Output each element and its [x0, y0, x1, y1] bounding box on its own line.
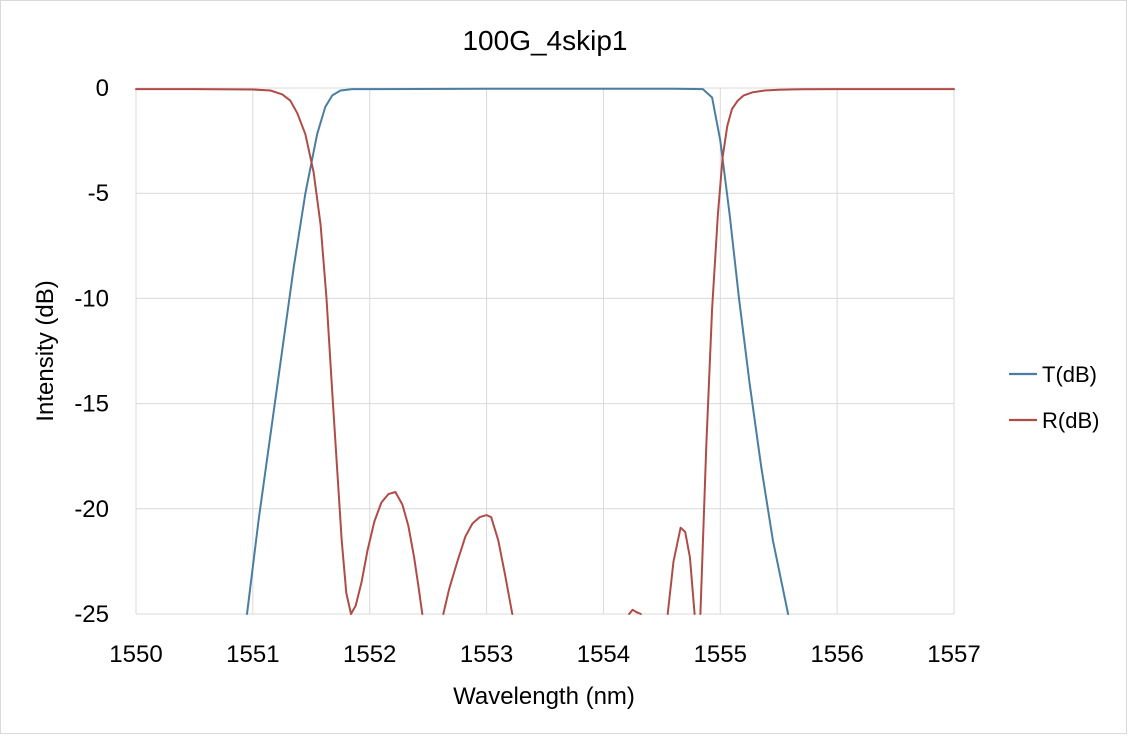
- y-tick-label: 0: [96, 75, 109, 102]
- x-tick-label: 1555: [694, 641, 747, 668]
- x-axis-label: Wavelength (nm): [453, 683, 635, 710]
- legend-label-r: R(dB): [1042, 408, 1099, 433]
- chart-title: 100G_4skip1: [462, 25, 627, 56]
- y-tick-label: -20: [74, 496, 109, 523]
- series-line-t: [246, 87, 790, 615]
- legend: T(dB) R(dB): [1009, 362, 1099, 433]
- y-tick-label: -10: [74, 285, 109, 312]
- x-tick-label: 1557: [927, 641, 980, 668]
- x-tick-label: 1550: [109, 641, 162, 668]
- series-line-r: [666, 526, 696, 615]
- y-axis-label: Intensity (dB): [32, 280, 59, 421]
- series-line-r: [135, 88, 424, 615]
- x-tick-label: 1553: [460, 641, 513, 668]
- x-tick-label: 1554: [577, 641, 630, 668]
- y-tick-label: -15: [74, 391, 109, 418]
- series-line-r: [628, 608, 642, 615]
- y-tick-label: -25: [74, 601, 109, 628]
- y-tick-label: -5: [88, 180, 109, 207]
- series-line-r: [442, 514, 514, 615]
- grid-lines: [135, 87, 955, 615]
- series-lines: [135, 87, 955, 615]
- x-tick-label: 1556: [810, 641, 863, 668]
- x-tick-label: 1552: [343, 641, 396, 668]
- legend-label-t: T(dB): [1042, 362, 1097, 387]
- series-line-r: [699, 88, 955, 615]
- x-tick-label: 1551: [226, 641, 279, 668]
